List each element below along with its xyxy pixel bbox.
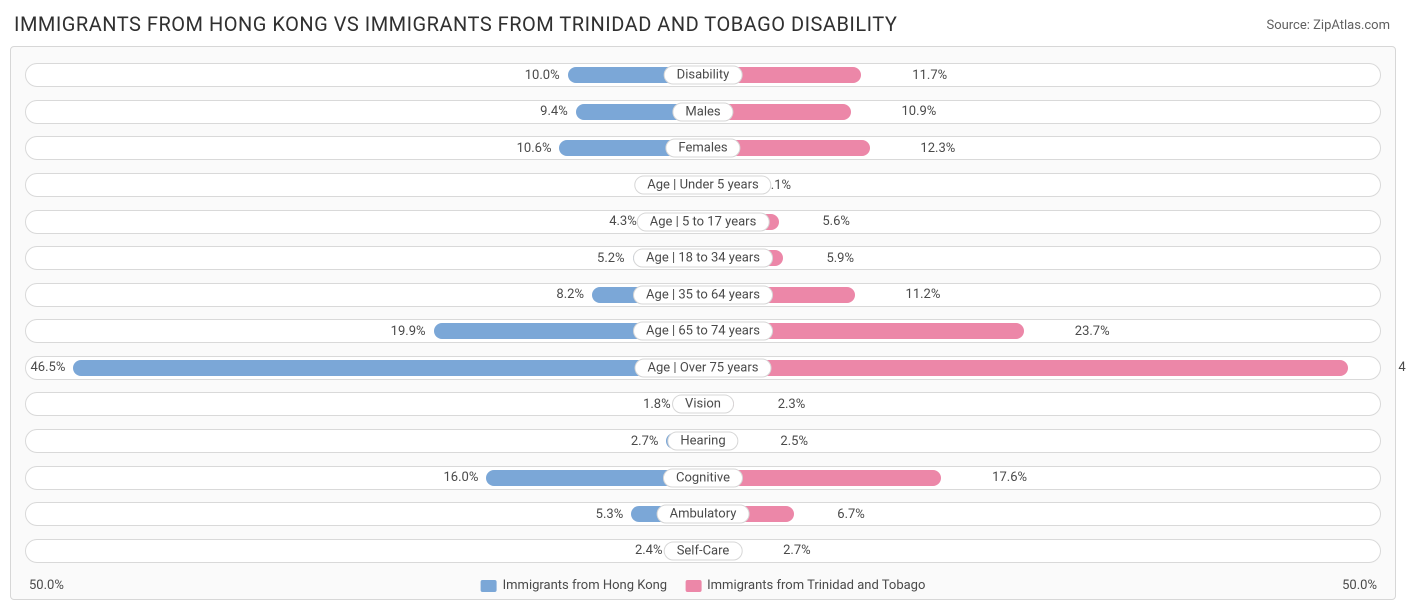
chart-row: 5.3% 6.7% Ambulatory	[25, 498, 1381, 531]
chart-row: 2.7% 2.5% Hearing	[25, 425, 1381, 458]
chart-row-track: 1.8%2.3%Vision	[25, 392, 1381, 416]
chart-row-track: 46.5%47.6%Age | Over 75 years	[25, 356, 1381, 380]
value-right: 2.3%	[770, 393, 806, 415]
chart-row: 10.0% 11.7% Disability	[25, 59, 1381, 92]
value-right: 11.7%	[904, 64, 947, 86]
value-right: 5.6%	[814, 211, 850, 233]
category-label: Self-Care	[664, 541, 743, 560]
chart-footer: 50.0% 50.0% Immigrants from Hong Kong Im…	[25, 573, 1381, 593]
value-right: 12.3%	[912, 137, 955, 159]
category-label: Ambulatory	[657, 505, 750, 524]
value-right: 47.6%	[1390, 357, 1406, 379]
chart-row: 16.0% 17.6% Cognitive	[25, 461, 1381, 494]
value-right: 11.2%	[898, 284, 941, 306]
value-left: 2.7%	[631, 430, 667, 452]
value-right: 6.7%	[829, 503, 865, 525]
value-left: 5.2%	[597, 247, 633, 269]
value-right: 5.9%	[818, 247, 854, 269]
chart-row: 19.9% 23.7% Age | 65 to 74 years	[25, 315, 1381, 348]
chart-row: 0.95%1.1%Age | Under 5 years	[25, 169, 1381, 202]
value-left: 46.5%	[31, 357, 74, 379]
category-label: Disability	[664, 66, 743, 85]
chart-row-track: 4.3%5.6%Age | 5 to 17 years	[25, 210, 1381, 234]
category-label: Vision	[672, 395, 734, 414]
chart-row-track: 2.7% 2.5% Hearing	[25, 429, 1381, 453]
category-label: Age | 35 to 64 years	[633, 285, 773, 304]
value-left: 10.6%	[517, 137, 560, 159]
category-label: Hearing	[667, 432, 738, 451]
category-label: Males	[672, 102, 733, 121]
chart-row-track: 19.9% 23.7% Age | 65 to 74 years	[25, 319, 1381, 343]
legend-swatch-right	[685, 580, 701, 592]
value-right: 2.5%	[772, 430, 808, 452]
value-left: 9.4%	[540, 101, 576, 123]
diverging-bar-chart: 10.0%11.7%Disability9.4%10.9%Males10.6%1…	[10, 46, 1396, 600]
value-right: 23.7%	[1067, 320, 1110, 342]
category-label: Age | Over 75 years	[635, 358, 772, 377]
chart-row-track: 2.4%2.7%Self-Care	[25, 539, 1381, 563]
bar-right	[703, 360, 1348, 376]
chart-row: 5.2% 5.9% Age | 18 to 34 years	[25, 242, 1381, 275]
chart-row: 10.6% 12.3% Females	[25, 132, 1381, 165]
chart-row-track: 10.0% 11.7% Disability	[25, 63, 1381, 87]
legend-label-left: Immigrants from Hong Kong	[503, 578, 668, 593]
chart-title: IMMIGRANTS FROM HONG KONG VS IMMIGRANTS …	[14, 12, 897, 36]
category-label: Age | 18 to 34 years	[633, 249, 773, 268]
chart-row: 8.2% 11.2% Age | 35 to 64 years	[25, 278, 1381, 311]
chart-row: 2.4%2.7%Self-Care	[25, 535, 1381, 568]
value-right: 10.9%	[893, 101, 936, 123]
chart-row-track: 9.4% 10.9% Males	[25, 100, 1381, 124]
value-right: 17.6%	[984, 467, 1027, 489]
chart-row-track: 8.2% 11.2% Age | 35 to 64 years	[25, 283, 1381, 307]
value-left: 19.9%	[391, 320, 434, 342]
category-label: Age | 65 to 74 years	[633, 322, 773, 341]
legend-item-left: Immigrants from Hong Kong	[481, 578, 668, 593]
value-left: 5.3%	[596, 503, 632, 525]
chart-row: 46.5%47.6%Age | Over 75 years	[25, 352, 1381, 385]
axis-right-label: 50.0%	[1342, 578, 1377, 593]
category-label: Age | Under 5 years	[634, 176, 771, 195]
category-label: Cognitive	[663, 468, 743, 487]
legend-label-right: Immigrants from Trinidad and Tobago	[707, 578, 925, 593]
axis-left-label: 50.0%	[29, 578, 64, 593]
value-left: 16.0%	[443, 467, 486, 489]
chart-row-track: 16.0% 17.6% Cognitive	[25, 466, 1381, 490]
value-right: 2.7%	[775, 540, 811, 562]
category-label: Females	[665, 139, 740, 158]
chart-row: 4.3%5.6%Age | 5 to 17 years	[25, 205, 1381, 238]
chart-row-track: 0.95%1.1%Age | Under 5 years	[25, 173, 1381, 197]
legend-swatch-left	[481, 580, 497, 592]
source-attribution: Source: ZipAtlas.com	[1266, 18, 1390, 33]
chart-row: 9.4% 10.9% Males	[25, 96, 1381, 129]
chart-row-track: 5.2% 5.9% Age | 18 to 34 years	[25, 246, 1381, 270]
value-left: 8.2%	[556, 284, 592, 306]
chart-row: 1.8%2.3%Vision	[25, 388, 1381, 421]
legend-item-right: Immigrants from Trinidad and Tobago	[685, 578, 925, 593]
chart-row-track: 10.6% 12.3% Females	[25, 136, 1381, 160]
bar-left	[73, 360, 703, 376]
chart-row-track: 5.3% 6.7% Ambulatory	[25, 502, 1381, 526]
category-label: Age | 5 to 17 years	[637, 212, 770, 231]
legend: Immigrants from Hong Kong Immigrants fro…	[481, 578, 926, 593]
value-left: 10.0%	[525, 64, 568, 86]
